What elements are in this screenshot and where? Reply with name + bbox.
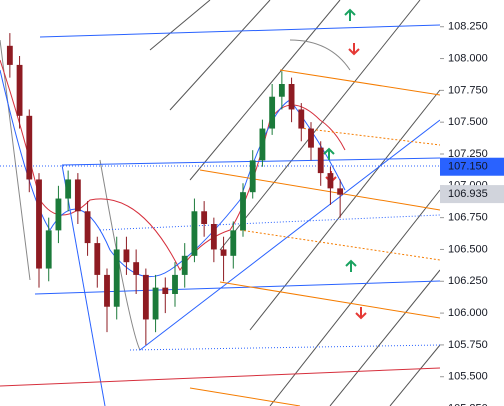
candle-body bbox=[6, 45, 13, 65]
candle-body bbox=[36, 179, 42, 269]
candle-body bbox=[269, 96, 276, 129]
y-tick-label: 106.250 bbox=[448, 275, 488, 287]
y-tick-label: 106.750 bbox=[448, 212, 488, 224]
candle-body bbox=[220, 249, 227, 256]
candle-body bbox=[249, 160, 256, 193]
y-tick-label: 107.750 bbox=[448, 84, 488, 96]
candle-body bbox=[162, 287, 169, 294]
candles bbox=[6, 33, 344, 345]
candle-body bbox=[230, 230, 237, 256]
candle-body bbox=[172, 274, 178, 294]
candle-body bbox=[337, 188, 344, 195]
price-label-box bbox=[440, 185, 504, 204]
candle-body bbox=[327, 173, 334, 189]
candle-body bbox=[104, 274, 110, 307]
signal-arrows bbox=[323, 8, 367, 320]
price-label-box bbox=[440, 157, 504, 176]
drawings bbox=[0, 0, 441, 406]
price-axis-labels: 108.250108.000107.750107.500107.250107.0… bbox=[440, 21, 504, 406]
candle-body bbox=[84, 211, 91, 244]
y-tick-label: 107.500 bbox=[448, 116, 488, 128]
candle-body bbox=[65, 179, 72, 199]
y-tick-label: 105.750 bbox=[448, 339, 488, 351]
candle-body bbox=[240, 192, 246, 231]
y-tick-label: 106.000 bbox=[448, 307, 488, 319]
candle-body bbox=[74, 179, 81, 212]
candle-body bbox=[201, 211, 208, 224]
candle-body bbox=[308, 128, 314, 148]
y-tick-label: 106.500 bbox=[448, 243, 488, 255]
candle-body bbox=[16, 64, 23, 116]
candle-body bbox=[26, 115, 33, 180]
candle-body bbox=[259, 128, 266, 161]
candle-body bbox=[55, 198, 62, 231]
candle-body bbox=[142, 274, 149, 320]
y-tick-label: 105.250 bbox=[448, 402, 488, 406]
candle-body bbox=[278, 84, 285, 97]
price-label: 107.150 bbox=[448, 161, 488, 173]
candle-body bbox=[181, 255, 188, 275]
candle-body bbox=[210, 224, 217, 250]
y-tick-label: 108.000 bbox=[448, 52, 488, 64]
candle-body bbox=[94, 243, 101, 275]
price-label: 106.935 bbox=[448, 188, 488, 200]
candle-body bbox=[152, 287, 159, 320]
candle-body bbox=[113, 249, 120, 307]
candle-body bbox=[123, 249, 130, 263]
candle-body bbox=[45, 230, 52, 269]
candle-body bbox=[133, 262, 140, 275]
y-tick-label: 108.250 bbox=[448, 21, 488, 33]
y-tick-label: 107.250 bbox=[448, 148, 488, 160]
candle-body bbox=[288, 84, 295, 110]
y-tick-label: 105.500 bbox=[448, 371, 488, 383]
candle-body bbox=[298, 109, 305, 129]
candle-body bbox=[191, 211, 198, 256]
candle-body bbox=[317, 147, 324, 174]
channel-lines bbox=[149, 0, 441, 406]
